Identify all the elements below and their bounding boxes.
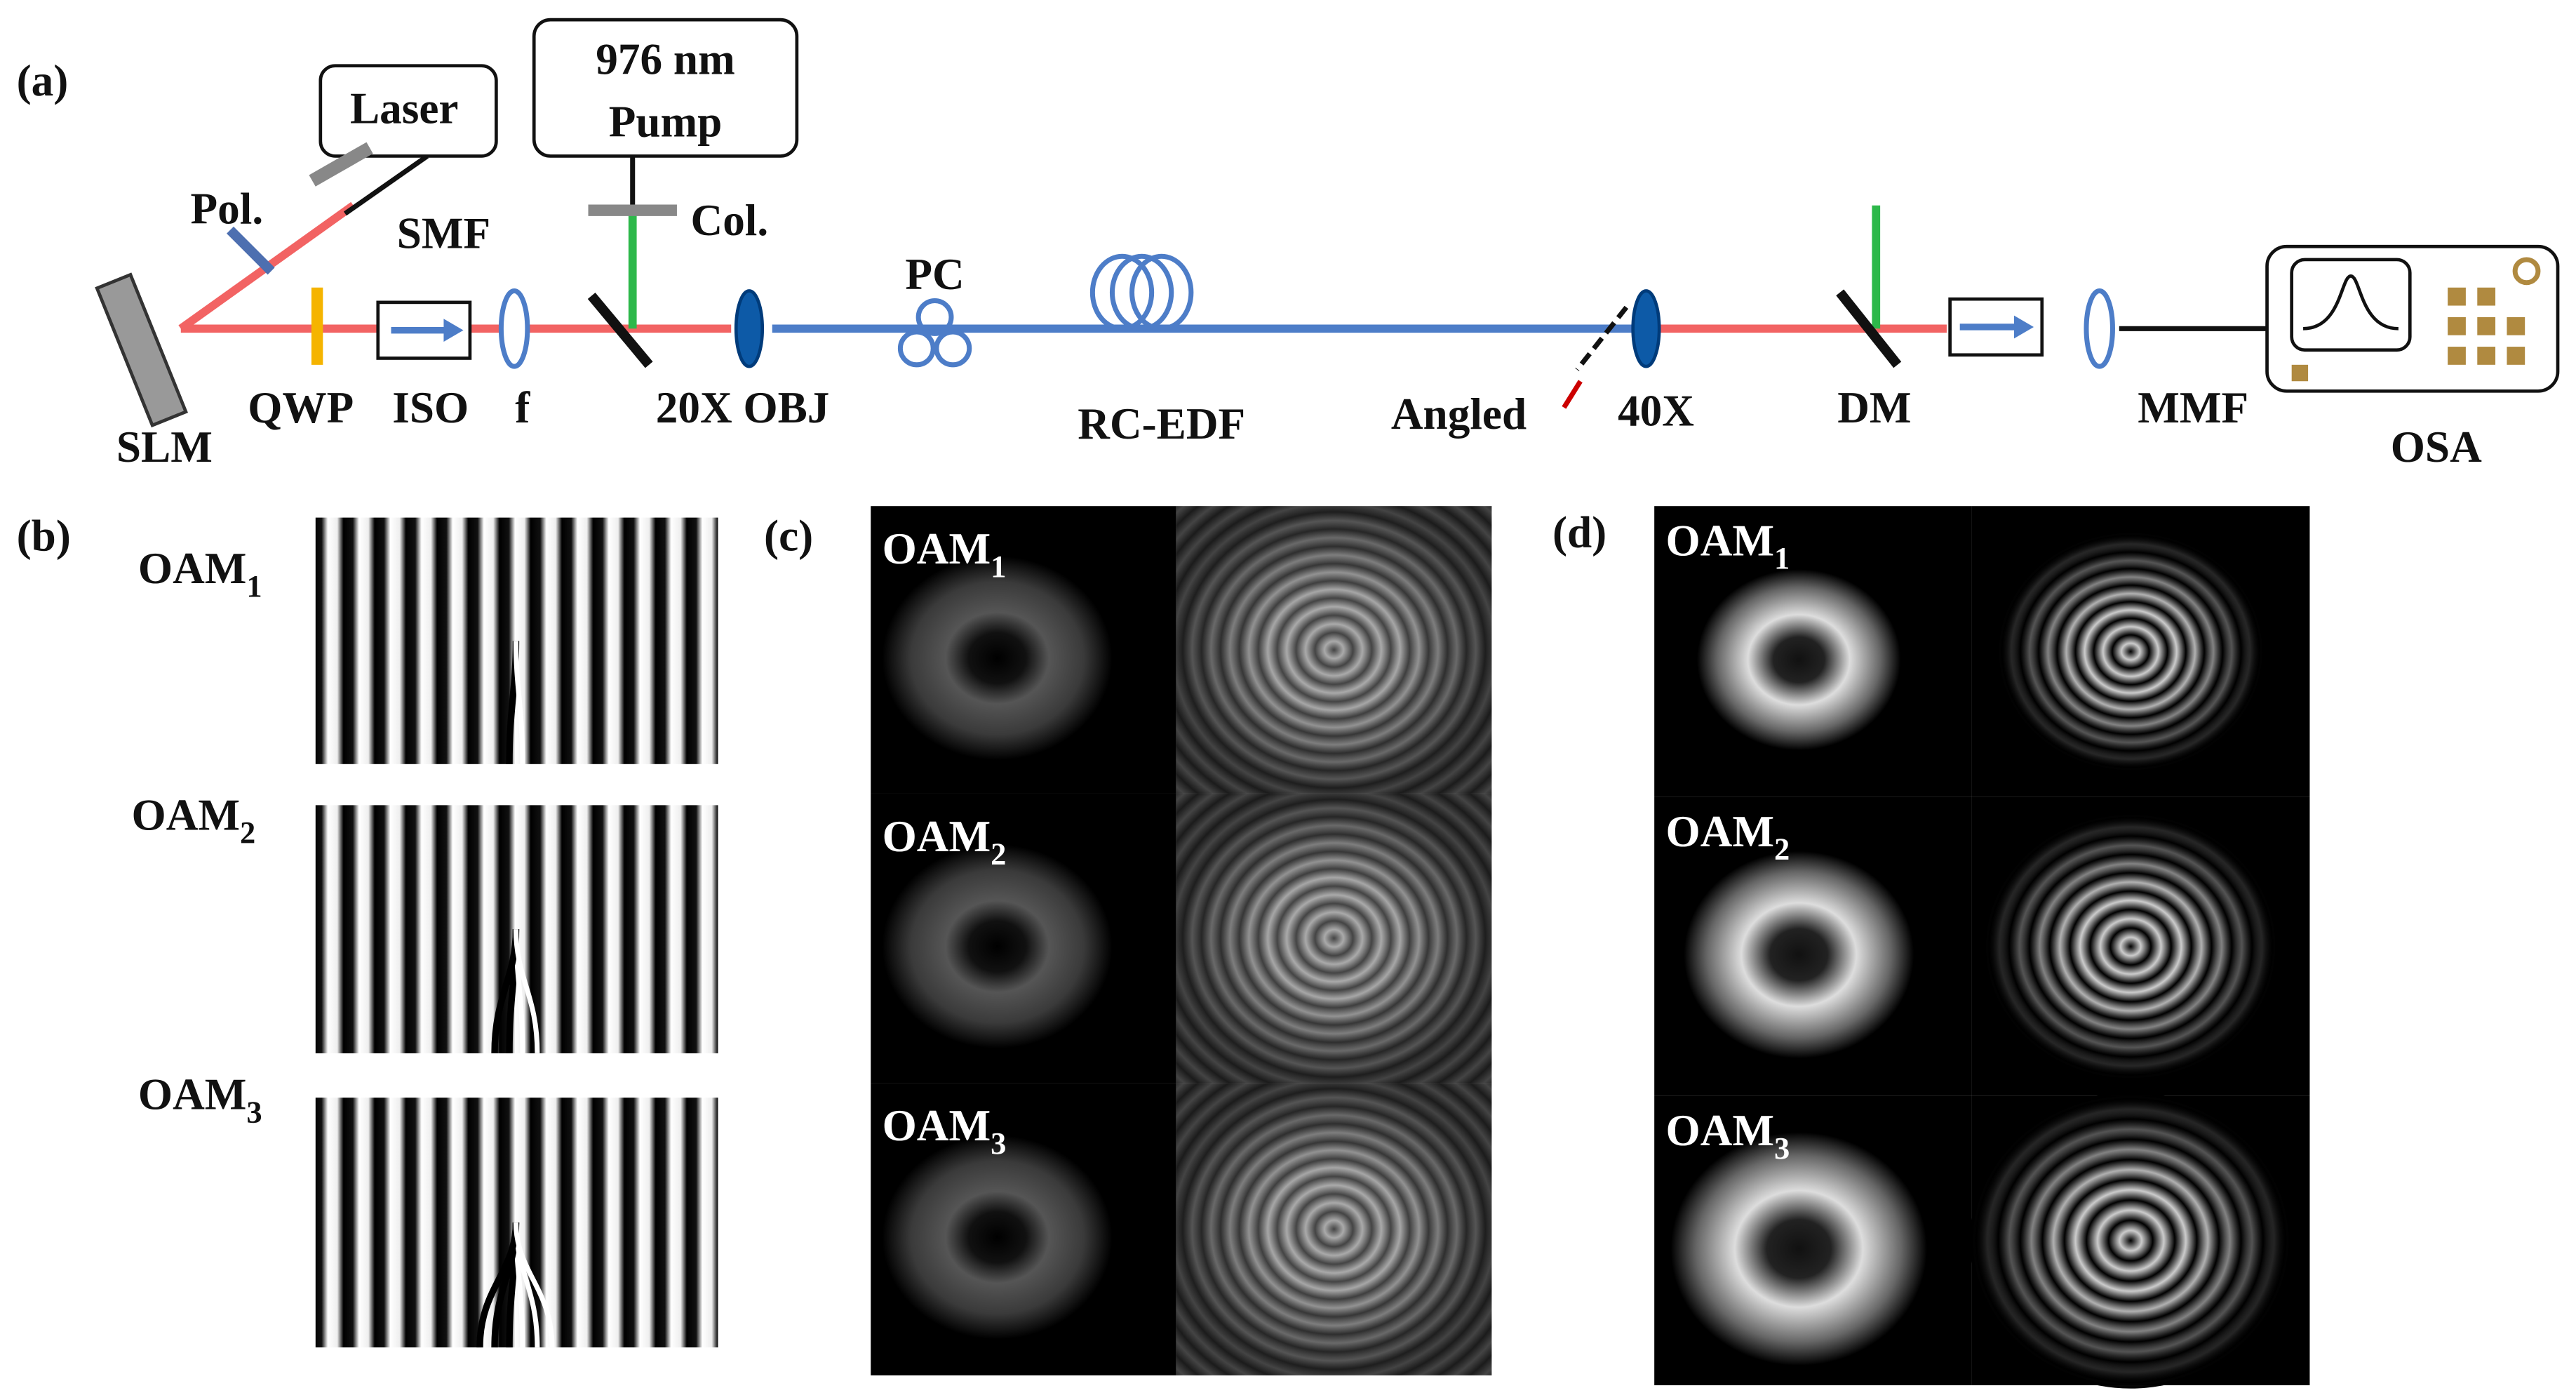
fiber: [343, 154, 429, 216]
panel-a: (a) Laser 976 nm Pump Pol. SMF Col.: [17, 18, 2560, 472]
smf-coupler: [309, 142, 373, 187]
mode-order: 2: [240, 815, 255, 850]
beam-profile: [882, 844, 1113, 1048]
lens: [498, 288, 530, 369]
mode-name: OAM: [1666, 516, 1775, 565]
component-label: Pol.: [191, 184, 264, 233]
fork-line: [476, 1222, 520, 1348]
osa-buttons: [2291, 287, 2525, 382]
mode-name: OAM: [132, 790, 240, 839]
mode-label: OAM2: [132, 790, 256, 850]
component-label: MMF: [2138, 383, 2248, 432]
vignette: [1176, 506, 1492, 794]
mode-order: 2: [1774, 832, 1790, 867]
component-label: 20X OBJ: [656, 383, 830, 432]
mode-label: OAM1: [1666, 516, 1790, 575]
vignette: [1996, 530, 2266, 773]
beam-profile: [1684, 851, 1914, 1058]
component-label: OSA: [2391, 422, 2482, 472]
mode-order: 1: [246, 568, 262, 604]
objective: [1631, 289, 1661, 368]
panel-label: (b): [17, 511, 71, 560]
mode-name: OAM: [138, 544, 246, 593]
component-label: f: [515, 383, 530, 432]
component-label: 976 nm: [596, 34, 734, 84]
component-label: PC: [905, 250, 964, 299]
fiber-coil: [1089, 253, 1194, 331]
component-label: Col.: [691, 196, 769, 245]
mode-name: OAM: [138, 1070, 246, 1119]
mode-order: 3: [991, 1126, 1006, 1161]
fork-line: [513, 929, 540, 1053]
mode-order: 1: [1774, 540, 1790, 575]
mode-name: OAM: [883, 1101, 991, 1150]
component-label: SMF: [397, 209, 490, 258]
slm: [95, 272, 189, 428]
component-label: RC-EDF: [1078, 399, 1245, 448]
mode-order: 3: [1774, 1131, 1790, 1166]
beam-profile: [1670, 1132, 1927, 1366]
component-label: Angled: [1391, 389, 1527, 439]
objective: [734, 289, 765, 368]
mode-label: OAM3: [883, 1101, 1007, 1161]
component-label: Pump: [609, 97, 723, 146]
beam-profile: [882, 556, 1113, 760]
laser-box: [318, 64, 498, 158]
mode-label: OAM2: [1666, 807, 1790, 867]
vignette: [1176, 793, 1492, 1084]
polarizer: [227, 226, 275, 275]
mode-label: OAM2: [883, 812, 1007, 872]
mode-name: OAM: [1666, 807, 1775, 856]
polarization-controller: [897, 298, 972, 368]
mode-label: OAM1: [138, 544, 262, 604]
component-label: ISO: [392, 383, 469, 432]
panel-label: (d): [1552, 508, 1606, 557]
isolator-arrow: [2013, 315, 2034, 339]
osa-screen: [2290, 258, 2412, 352]
fork-line: [513, 1222, 555, 1348]
mode-label: OAM3: [138, 1070, 262, 1130]
mode-name: OAM: [1666, 1106, 1775, 1155]
fork-line: [513, 641, 525, 764]
vignette: [1983, 811, 2279, 1081]
component-label: SLM: [116, 422, 213, 472]
component-label: QWP: [248, 383, 354, 432]
vignette: [1969, 1093, 2292, 1389]
component-label: 40X: [1618, 386, 1694, 435]
dichroic: [587, 292, 653, 368]
mode-name: OAM: [883, 524, 991, 573]
angled-cleave: [1575, 305, 1629, 372]
mode-label: OAM1: [883, 524, 1007, 584]
mode-name: OAM: [883, 812, 991, 861]
beam-profile: [1697, 569, 1901, 750]
vignette: [1176, 1083, 1492, 1375]
mode-order: 3: [246, 1094, 262, 1129]
osa-trace: [2302, 274, 2399, 331]
isolator-arrow: [443, 319, 464, 342]
lens: [2084, 288, 2115, 369]
component-label: DM: [1837, 383, 1911, 432]
panel-label: (c): [764, 511, 813, 560]
component-label: Laser: [350, 84, 458, 133]
osa-knob: [2512, 257, 2541, 286]
reflection-arrow: [1562, 380, 1583, 409]
panel-label: (a): [17, 56, 69, 105]
mode-label: OAM3: [1666, 1106, 1790, 1166]
mode-order: 1: [991, 549, 1006, 584]
pump-box: [532, 18, 799, 158]
beam-profile: [882, 1135, 1113, 1340]
dichroic: [1836, 289, 1902, 368]
mode-order: 2: [991, 836, 1006, 872]
